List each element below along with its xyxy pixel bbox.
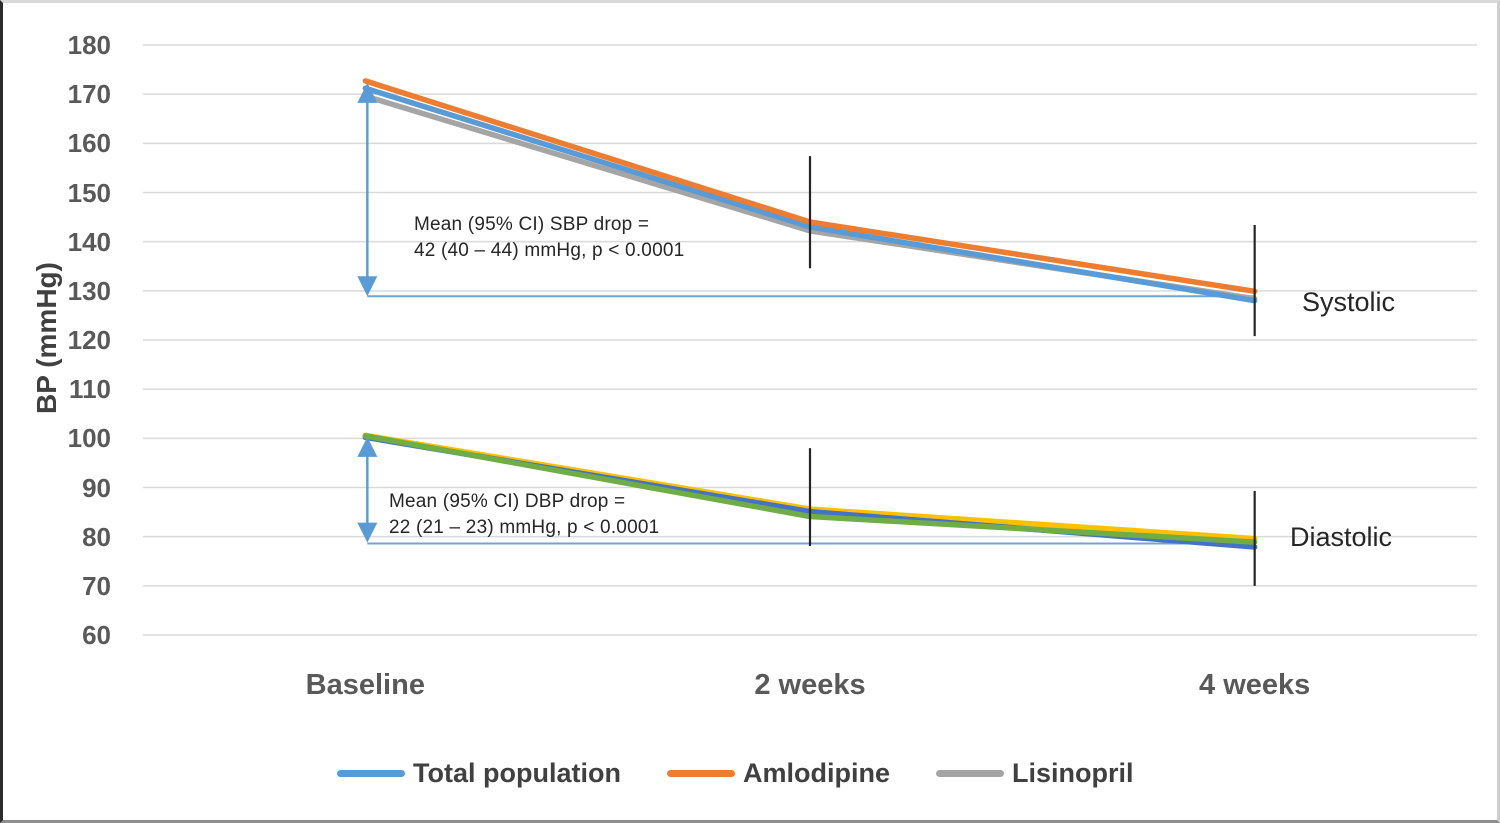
y-tick-150: 150: [67, 177, 111, 208]
legend-label-lisinopril: Lisinopril: [1011, 758, 1134, 788]
y-tick-140: 140: [67, 226, 111, 257]
y-tick-160: 160: [67, 128, 111, 159]
drop-arrow-head-up-diastolic: [357, 436, 378, 457]
y-tick-80: 80: [82, 521, 111, 552]
y-tick-180: 180: [67, 30, 111, 60]
y-tick-170: 170: [67, 79, 111, 110]
legend-label-total-population: Total population: [413, 758, 621, 788]
dbp-drop-annotation: Mean (95% CI) DBP drop = 22 (21 – 23) mm…: [389, 489, 659, 541]
legend-swatch-lisinopril: [935, 770, 1004, 777]
sbp-annotation-line-2: 42 (40 – 44) mmHg, p < 0.0001: [414, 240, 685, 261]
x-label-2-weeks: 2 weeks: [754, 669, 866, 701]
plot-svg: [143, 44, 1477, 636]
legend: Total population Amlodipine Lisinopril: [337, 758, 1133, 789]
dbp-annotation-line-1: Mean (95% CI) DBP drop =: [389, 491, 626, 512]
legend-swatch-amlodipine: [666, 770, 735, 777]
y-tick-90: 90: [82, 472, 111, 503]
y-tick-120: 120: [67, 325, 111, 355]
drop-arrow-head-up-systolic: [357, 82, 378, 103]
drop-arrow-head-down-systolic: [357, 276, 378, 297]
legend-entry-lisinopril: Lisinopril: [935, 758, 1134, 789]
y-tick-130: 130: [67, 275, 111, 306]
y-tick-70: 70: [82, 570, 111, 601]
y-tick-60: 60: [82, 620, 111, 650]
drop-arrow-head-down-diastolic: [357, 522, 378, 543]
legend-label-amlodipine: Amlodipine: [742, 758, 890, 788]
y-tick-100: 100: [67, 423, 111, 454]
sbp-drop-annotation: Mean (95% CI) SBP drop = 42 (40 – 44) mm…: [414, 212, 684, 264]
legend-swatch-total-population: [337, 770, 405, 777]
legend-entry-total-population: Total population: [337, 758, 621, 789]
diastolic-label: Diastolic: [1290, 522, 1393, 552]
dbp-annotation-line-2: 22 (21 – 23) mmHg, p < 0.0001: [389, 517, 660, 538]
x-label-4-weeks: 4 weeks: [1199, 669, 1311, 701]
systolic-label: Systolic: [1302, 287, 1396, 317]
sbp-annotation-line-1: Mean (95% CI) SBP drop =: [414, 214, 650, 235]
legend-entry-amlodipine: Amlodipine: [666, 758, 890, 789]
x-label-baseline: Baseline: [305, 669, 425, 701]
y-tick-110: 110: [69, 374, 111, 405]
